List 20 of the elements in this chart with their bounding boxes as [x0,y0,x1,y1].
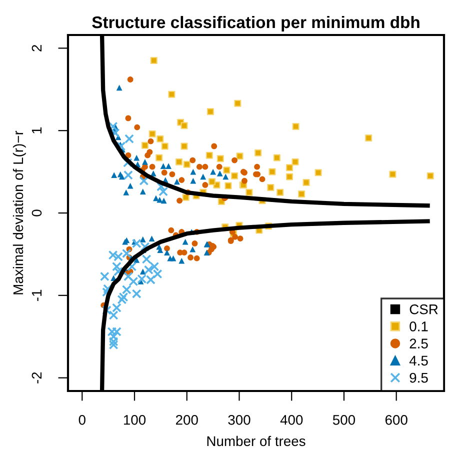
y-axis-title: Maximal deviation of L(r)−r [12,130,26,294]
y-tick-label: 2 [32,45,42,52]
legend-label: 4.5 [409,356,428,366]
legend-label: 0.1 [410,322,428,332]
x-tick-label: 0 [78,414,86,425]
x-tick-label: 200 [176,414,198,425]
y-tick-label: 1 [32,127,42,134]
x-tick-label: 500 [332,414,356,425]
x-tick-label: 400 [280,414,303,425]
x-tick-label: 100 [124,414,146,425]
chart-title: Structure classification per minimum dbh [92,16,420,32]
y-tick-label: 0 [32,210,42,216]
legend-label: 2.5 [410,338,428,348]
legend-label: 9.5 [410,372,428,383]
y-tick-label: -2 [32,372,42,384]
x-tick-label: 300 [228,414,250,425]
x-axis-title: Number of trees [207,436,306,446]
y-tick-label: -1 [32,290,42,301]
legend-label: CSR [410,304,438,314]
x-tick-label: 600 [385,414,408,425]
